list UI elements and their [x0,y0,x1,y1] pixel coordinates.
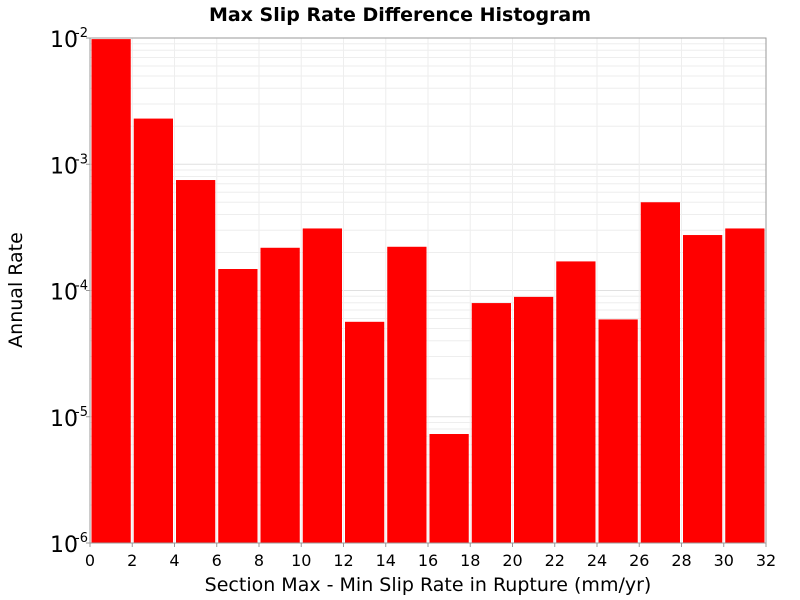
y-tick-exponent: -5 [75,405,88,420]
bar-6 [345,321,385,543]
y-axis-ticks: 10-610-510-410-310-2 [50,26,90,558]
x-tick-label: 4 [169,551,179,570]
bar-4 [260,247,300,543]
bar-15 [725,228,765,544]
y-tick-exponent: -4 [75,279,88,294]
x-tick-label: 30 [714,551,734,570]
x-axis-ticks: 0 2 4 6 8 10 12 14 16 18 20 22 24 26 28 30 32 [85,543,776,570]
y-tick-label: 10 [50,154,78,179]
x-tick-label: 8 [254,551,264,570]
bar-9 [471,303,511,543]
chart-title: Max Slip Rate Difference Histogram [209,4,591,26]
x-tick-label: 0 [85,551,95,570]
bar-13 [640,202,680,543]
y-tick-label: 10 [50,533,78,558]
x-tick-label: 24 [587,551,607,570]
x-tick-label: 10 [291,551,311,570]
y-tick-exponent: -2 [75,26,88,41]
x-tick-label: 28 [671,551,691,570]
x-tick-label: 16 [418,551,438,570]
y-tick-exponent: -6 [75,531,88,546]
x-tick-label: 14 [376,551,396,570]
y-tick-label: 10 [50,281,78,306]
bar-1 [133,118,173,544]
y-tick-label: 10 [50,407,78,432]
bar-3 [218,269,258,543]
bar-5 [302,228,342,544]
x-tick-label: 32 [756,551,776,570]
x-tick-label: 2 [127,551,137,570]
bar-7 [387,246,427,543]
y-tick-label: 10 [50,28,78,53]
y-axis-label: Annual Rate [5,232,27,348]
x-tick-label: 22 [545,551,565,570]
x-tick-label: 6 [212,551,222,570]
x-tick-label: 18 [460,551,480,570]
x-axis-label: Section Max - Min Slip Rate in Rupture (… [205,574,652,596]
y-tick-exponent: -3 [75,152,88,167]
bar-8 [429,434,469,543]
bar-10 [514,296,554,543]
x-tick-label: 12 [333,551,353,570]
bar-2 [176,180,216,544]
bar-0 [91,39,131,544]
bar-14 [683,235,723,543]
bar-12 [598,319,638,543]
x-tick-label: 26 [629,551,649,570]
bar-11 [556,261,596,543]
bars [91,39,765,544]
x-tick-label: 20 [502,551,522,570]
